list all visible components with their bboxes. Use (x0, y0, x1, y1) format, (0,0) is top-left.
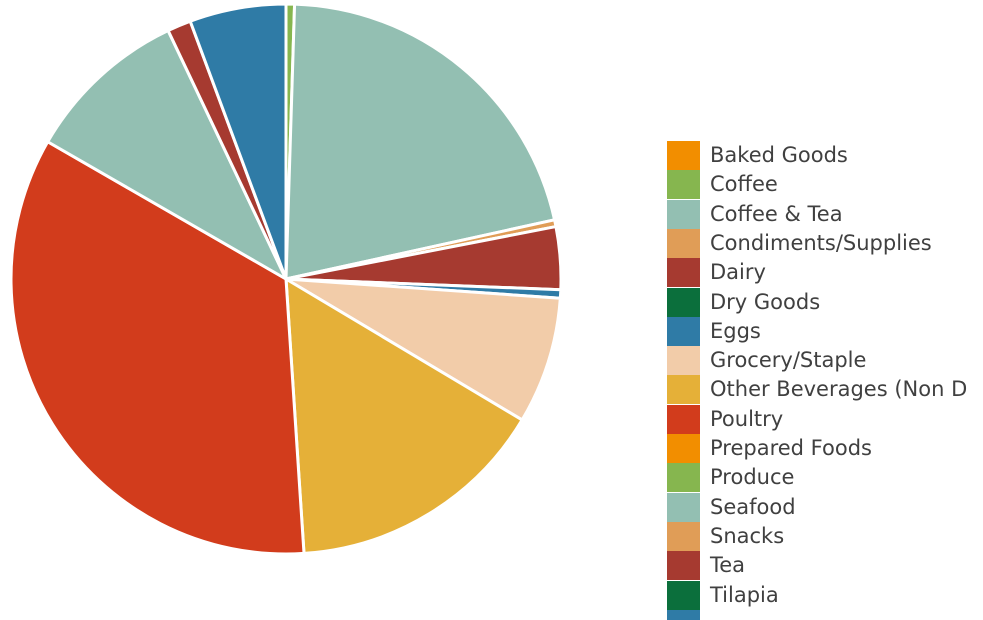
pie-slice-poultry-9 (9, 140, 306, 556)
legend-item[interactable]: Seafood (667, 492, 967, 522)
legend-item[interactable]: Other Beverages (Non D (667, 375, 967, 405)
pie-slice-eggs-16 (188, 2, 288, 281)
legend-swatch (667, 609, 700, 620)
legend-item[interactable]: Produce (667, 463, 967, 493)
legend-label: Prepared Foods (710, 436, 872, 460)
legend-label: Dairy (710, 260, 766, 285)
legend-swatch (667, 375, 700, 405)
legend-item[interactable]: Eggs (667, 316, 967, 346)
legend-swatch (667, 316, 700, 346)
legend-label: Coffee & Tea (710, 201, 843, 226)
legend-item[interactable]: Grocery/Staple (667, 346, 967, 376)
legend-label: Tea (710, 553, 746, 578)
legend-swatch (667, 580, 700, 610)
legend-item[interactable]: Dry Goods (667, 287, 967, 317)
legend-item[interactable]: Coffee (667, 170, 967, 200)
legend-swatch (667, 434, 700, 463)
legend-label: Condiments/Supplies (710, 230, 932, 255)
legend-label: Tilapia (710, 582, 779, 607)
legend-label: Eggs (710, 318, 761, 343)
legend-label: Snacks (710, 523, 785, 548)
legend-label: Baked Goods (710, 143, 848, 167)
legend-swatch (667, 170, 700, 200)
legend-swatch (667, 492, 700, 522)
legend-swatch (667, 463, 700, 493)
legend-swatch (667, 404, 700, 434)
legend-swatch (667, 228, 700, 258)
legend-swatch (667, 551, 700, 581)
legend-swatch (667, 141, 700, 170)
legend-item[interactable]: Tilapia (667, 580, 967, 610)
legend-label: Coffee (710, 172, 778, 197)
legend-swatch (667, 346, 700, 376)
legend-label: Dry Goods (710, 289, 821, 314)
legend-swatch (667, 521, 700, 551)
legend-item[interactable] (667, 609, 967, 620)
legend-item[interactable]: Prepared Foods (667, 434, 967, 463)
legend-label: Produce (710, 465, 795, 490)
legend-swatch (667, 287, 700, 317)
legend-swatch (667, 199, 700, 229)
legend-label: Other Beverages (Non D (710, 377, 967, 402)
legend-item[interactable]: Poultry (667, 404, 967, 434)
legend-item[interactable]: Snacks (667, 521, 967, 551)
legend-item[interactable]: Condiments/Supplies (667, 228, 967, 258)
legend-label: Grocery/Staple (710, 348, 867, 373)
legend-item[interactable]: Tea (667, 551, 967, 581)
legend-item[interactable]: Dairy (667, 258, 967, 288)
pie-slice-other-beverages-non-dairy--8 (284, 277, 524, 555)
legend-item[interactable]: Coffee & Tea (667, 199, 967, 229)
legend-item[interactable]: Baked Goods (667, 141, 967, 170)
pie-slice-grocery-staple-7 (284, 277, 562, 422)
legend-swatch (667, 258, 700, 288)
pie-slice-coffee-tea-2 (284, 2, 557, 281)
pie-slice-seafood-12 (46, 29, 288, 281)
legend-label: Poultry (710, 406, 784, 431)
legend-label: Seafood (710, 494, 796, 519)
chart-legend: Baked Goods Coffee Coffee & Tea Condiments/… (667, 141, 967, 620)
